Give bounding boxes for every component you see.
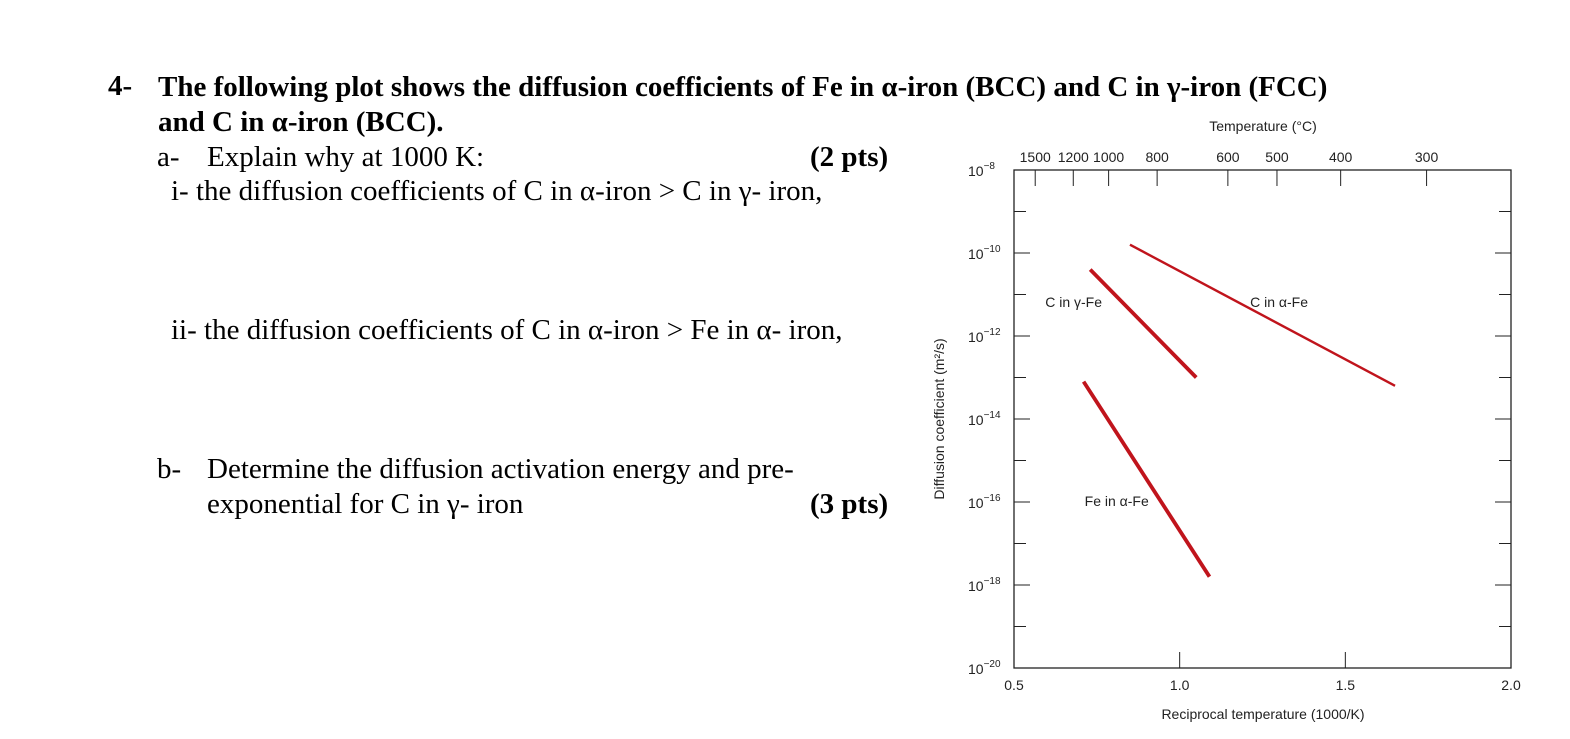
part-b-points: (3 pts) bbox=[810, 488, 889, 520]
series-line bbox=[1081, 380, 1212, 578]
series-line bbox=[1129, 243, 1396, 387]
y-axis-label: Diffusion coefficient (m²/s) bbox=[931, 338, 947, 499]
x-tick-label: 2.0 bbox=[1501, 677, 1521, 693]
top-tick-label: 1000 bbox=[1093, 149, 1124, 165]
part-b-marker: b- bbox=[157, 453, 182, 485]
top-tick-label: 1200 bbox=[1058, 149, 1089, 165]
top-tick-label: 1500 bbox=[1020, 149, 1051, 165]
question-title-line1: The following plot shows the diffusion c… bbox=[158, 71, 1328, 103]
y-tick-label: 10−10 bbox=[968, 244, 1001, 262]
part-a-text: Explain why at 1000 K: bbox=[207, 141, 485, 173]
top-tick-label: 800 bbox=[1145, 149, 1169, 165]
series-line bbox=[1088, 268, 1198, 379]
plot-frame bbox=[1013, 169, 1512, 669]
y-tick-label: 10−12 bbox=[968, 327, 1001, 345]
x-tick-label: 0.5 bbox=[1004, 677, 1024, 693]
part-a-item-ii: ii- the diffusion coefficients of C in α… bbox=[171, 314, 843, 346]
y-tick-label: 10−18 bbox=[968, 576, 1001, 594]
series-label: C in γ-Fe bbox=[1045, 294, 1102, 310]
top-tick-label: 600 bbox=[1216, 149, 1240, 165]
part-a-points: (2 pts) bbox=[810, 141, 889, 173]
part-a-item-i: i- the diffusion coefficients of C in α-… bbox=[171, 175, 823, 207]
series-label: Fe in α-Fe bbox=[1085, 493, 1149, 509]
x-tick-label: 1.0 bbox=[1170, 677, 1190, 693]
question-number: 4- bbox=[108, 70, 133, 102]
y-tick-label: 10−16 bbox=[968, 493, 1001, 511]
part-b-text-line2: exponential for C in γ- iron bbox=[207, 488, 524, 520]
x-tick-label: 1.5 bbox=[1336, 677, 1356, 693]
series-label: C in α-Fe bbox=[1250, 294, 1308, 310]
question-title: The following plot shows the diffusion c… bbox=[158, 70, 1408, 140]
top-tick-label: 300 bbox=[1415, 149, 1439, 165]
part-b-text-line1: Determine the diffusion activation energ… bbox=[207, 453, 794, 485]
top-tick-label: 500 bbox=[1265, 149, 1289, 165]
x-axis-label: Reciprocal temperature (1000/K) bbox=[1161, 706, 1364, 722]
y-tick-label: 10−8 bbox=[968, 161, 995, 179]
part-a-marker: a- bbox=[157, 141, 180, 173]
y-tick-label: 10−20 bbox=[968, 659, 1001, 677]
top-tick-label: 400 bbox=[1329, 149, 1353, 165]
y-tick-label: 10−14 bbox=[968, 410, 1001, 428]
question-title-line2: and C in α-iron (BCC). bbox=[158, 106, 444, 138]
top-axis-label: Temperature (°C) bbox=[1209, 118, 1317, 134]
